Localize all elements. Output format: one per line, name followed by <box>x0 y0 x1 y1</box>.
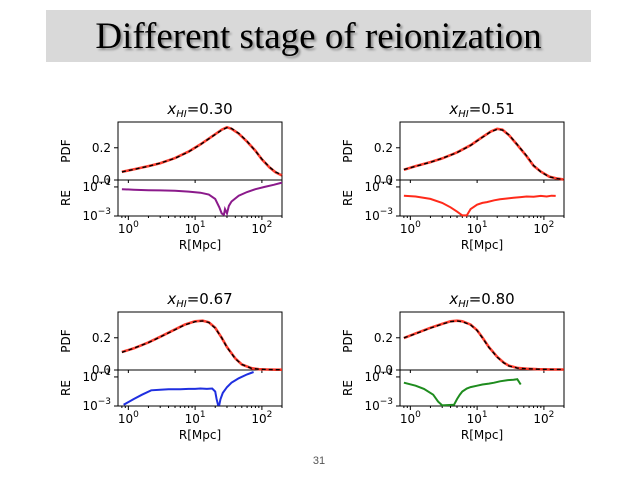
pdf-ylabel: PDF <box>341 139 355 162</box>
re-ylabel: RE <box>341 190 355 206</box>
pdf-simulation-line <box>121 125 283 177</box>
subplot-2: xHI=0.51 0.0 0.2 PDF 10−1 10−3 RE 100 101 102 R[Mp… <box>341 100 565 252</box>
pdf-model-line <box>403 128 565 181</box>
pdf-ytick-label: 0.0 <box>92 363 111 377</box>
xlabel: R[Mpc] <box>461 238 503 252</box>
re-line <box>403 378 522 407</box>
subplot-title: xHI=0.30 <box>166 100 232 120</box>
xlabel: R[Mpc] <box>461 428 503 442</box>
pdf-simulation-line <box>403 319 565 371</box>
re-line <box>123 371 254 406</box>
re-ytick-label: 10−1 <box>82 178 111 194</box>
pdf-panel-frame <box>117 121 283 181</box>
pdf-ylabel: PDF <box>59 329 73 352</box>
re-ylabel: RE <box>59 190 73 206</box>
pdf-ylabel: PDF <box>59 139 73 162</box>
xtick-label: 102 <box>533 220 554 236</box>
xtick-label: 102 <box>251 220 272 236</box>
re-ytick-label: 10−1 <box>364 368 393 384</box>
pdf-simulation-line <box>121 319 282 372</box>
subplot-title: xHI=0.51 <box>448 100 514 120</box>
re-panel-frame <box>117 179 283 217</box>
subplot-title: xHI=0.67 <box>166 290 232 310</box>
pdf-ytick-label: 0.2 <box>374 331 393 345</box>
slide-title-bar: Different stage of reionization <box>46 10 591 62</box>
xlabel: R[Mpc] <box>179 238 221 252</box>
re-line <box>403 194 556 217</box>
re-panel-frame <box>117 369 283 407</box>
page-number: 31 <box>312 455 326 467</box>
pdf-ylabel: PDF <box>341 329 355 352</box>
subplot-3: xHI=0.67 0.0 0.2 PDF 10−1 10−3 RE 100 101 102 R[Mp… <box>59 290 283 442</box>
re-ytick-label: 10−1 <box>82 368 111 384</box>
re-ytick-label: 10−3 <box>364 397 393 413</box>
re-ylabel: RE <box>341 380 355 396</box>
pdf-ytick-label: 0.0 <box>374 173 393 187</box>
re-ytick-label: 10−3 <box>82 397 111 413</box>
xlabel: R[Mpc] <box>179 428 221 442</box>
re-ytick-label: 10−3 <box>364 207 393 223</box>
re-line <box>121 181 283 217</box>
pdf-model-line <box>121 126 283 176</box>
re-ytick-label: 10−3 <box>82 207 111 223</box>
slide-title: Different stage of reionization <box>95 15 542 57</box>
re-ylabel: RE <box>59 380 73 396</box>
xtick-label: 101 <box>467 220 488 236</box>
pdf-model-line <box>403 320 565 371</box>
subplot-4: xHI=0.80 0.0 0.2 PDF 10−1 10−3 RE 100 101 102 R[Mp… <box>341 290 565 442</box>
pdf-panel-frame <box>399 311 565 371</box>
subplot-title: xHI=0.80 <box>448 290 514 310</box>
xtick-label: 100 <box>118 220 139 236</box>
xtick-label: 100 <box>118 410 139 426</box>
re-ytick-label: 10−1 <box>364 178 393 194</box>
pdf-ytick-label: 0.0 <box>92 173 111 187</box>
xtick-label: 101 <box>185 410 206 426</box>
xtick-label: 100 <box>400 410 421 426</box>
subplot-1: xHI=0.30 0.0 0.2 PDF 10−1 10−3 RE 100 101 102 R[Mp… <box>59 100 283 252</box>
xtick-label: 101 <box>185 220 206 236</box>
xtick-label: 101 <box>467 410 488 426</box>
pdf-ytick-label: 0.2 <box>374 141 393 155</box>
pdf-model-line <box>121 320 282 371</box>
re-panel-frame <box>399 369 565 407</box>
pdf-ytick-label: 0.2 <box>92 331 111 345</box>
pdf-ytick-label: 0.2 <box>92 141 111 155</box>
re-panel-frame <box>399 179 565 217</box>
xtick-label: 102 <box>533 410 554 426</box>
xtick-label: 100 <box>400 220 421 236</box>
pdf-ytick-label: 0.0 <box>374 363 393 377</box>
xtick-label: 102 <box>251 410 272 426</box>
